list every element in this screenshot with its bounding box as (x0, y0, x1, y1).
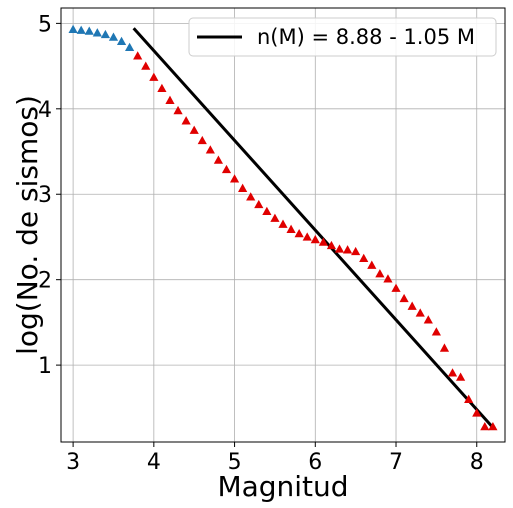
data-point (157, 83, 167, 92)
x-tick-label: 7 (389, 450, 403, 475)
data-point (92, 28, 102, 37)
x-tick-label: 6 (308, 450, 322, 475)
data-point (262, 206, 272, 216)
data-point (165, 95, 175, 104)
data-point (375, 269, 385, 278)
data-point (133, 51, 143, 60)
data-point (302, 232, 312, 241)
data-point (76, 25, 86, 34)
data-point (480, 422, 490, 431)
data-point (439, 343, 450, 352)
data-point (229, 174, 240, 183)
data-point (383, 274, 393, 283)
data-point (407, 301, 417, 310)
data-point (173, 105, 183, 115)
data-point (326, 240, 337, 250)
data-points (68, 24, 498, 431)
data-point (456, 372, 466, 381)
data-point (391, 283, 401, 292)
data-point (359, 253, 369, 262)
data-point (464, 394, 474, 403)
data-point (238, 183, 248, 192)
data-point (254, 199, 264, 209)
data-point (488, 422, 498, 431)
data-point (351, 246, 361, 256)
data-point (294, 228, 304, 238)
data-point (205, 145, 215, 154)
data-point (278, 219, 288, 228)
data-point (447, 368, 458, 377)
data-point (84, 26, 94, 35)
data-point (270, 213, 280, 222)
data-point (431, 327, 441, 336)
data-point (108, 32, 119, 41)
data-point (141, 61, 151, 70)
data-point (68, 24, 78, 34)
x-tick-label: 8 (470, 450, 484, 475)
x-tick-label: 4 (147, 450, 161, 475)
y-tick-label: 1 (38, 354, 52, 379)
data-point (286, 224, 296, 233)
data-point (181, 116, 191, 125)
y-tick-label: 3 (38, 183, 52, 208)
data-point (334, 244, 345, 253)
data-point (197, 135, 207, 145)
data-point (310, 234, 320, 244)
data-point (213, 155, 224, 164)
y-tick-label: 2 (38, 269, 52, 294)
data-point (189, 125, 199, 134)
y-axis-title: log(No. de sismos) (11, 95, 44, 355)
data-point (423, 315, 433, 324)
plot-area-frame (60, 7, 506, 443)
data-point (367, 260, 377, 269)
data-point (472, 408, 482, 417)
data-point (221, 164, 232, 174)
x-tick-label: 5 (228, 450, 242, 475)
x-tick-label: 3 (66, 450, 80, 475)
y-tick-label: 4 (38, 98, 52, 123)
x-axis-title: Magnitud (217, 470, 348, 503)
data-point (415, 308, 425, 317)
data-point (342, 245, 353, 254)
data-point (116, 36, 127, 45)
legend-box (188, 17, 497, 57)
data-point (399, 293, 409, 303)
data-point (318, 237, 328, 246)
data-point (246, 192, 256, 201)
fit-line (132, 27, 495, 429)
legend-label: n(M) = 8.88 - 1.05 M (257, 25, 475, 49)
y-tick-label: 5 (38, 12, 52, 37)
data-point (125, 42, 135, 51)
data-point (100, 29, 110, 39)
legend: n(M) = 8.88 - 1.05 M (188, 17, 497, 57)
data-point (149, 72, 159, 81)
axis-ticks: 3 4 5 6 7 8 1 2 3 4 5 (38, 12, 484, 475)
fit-line-group (132, 27, 495, 429)
